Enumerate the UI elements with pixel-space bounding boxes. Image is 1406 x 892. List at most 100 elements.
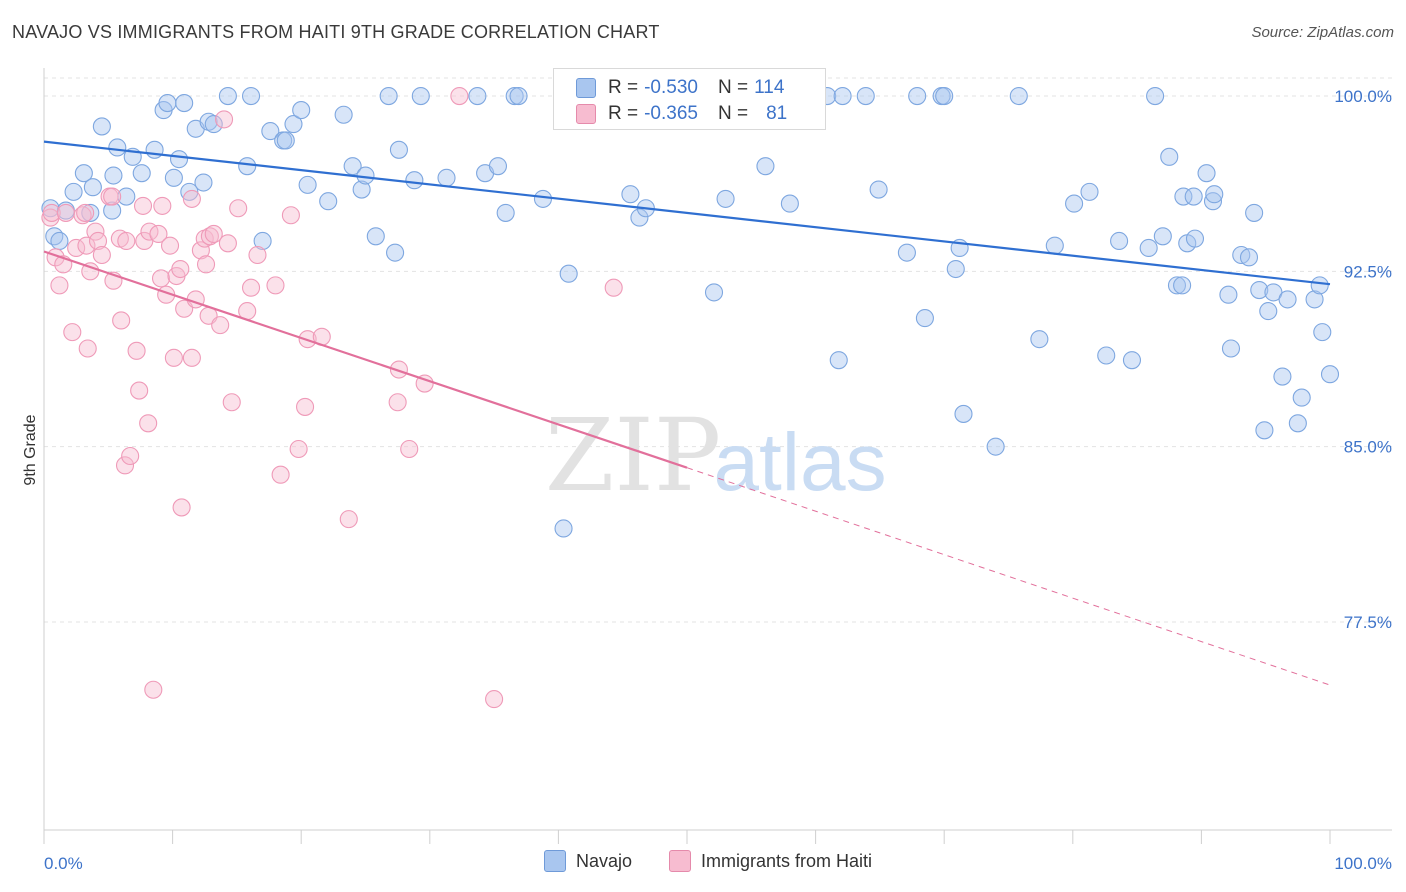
axes <box>43 68 1392 844</box>
navajo-point <box>1197 164 1216 183</box>
navajo-point <box>488 157 508 176</box>
n-value: 81 <box>766 103 788 124</box>
navajo-point <box>352 180 371 199</box>
x-tick-label: 100.0% <box>1334 854 1392 873</box>
navajo-point <box>1167 276 1187 295</box>
navajo-point <box>437 168 456 187</box>
haiti-point <box>191 241 210 260</box>
haiti-point <box>450 86 469 106</box>
haiti-point <box>182 348 201 367</box>
navajo-point <box>218 86 237 106</box>
navajo-point <box>64 182 83 201</box>
haiti-point <box>115 456 135 475</box>
haiti-point <box>130 381 149 400</box>
haiti-trend-extension <box>686 467 1331 686</box>
haiti-point <box>81 262 100 281</box>
haiti-point <box>164 348 183 367</box>
navajo-point <box>505 86 524 106</box>
navajo-point <box>1273 367 1292 386</box>
haiti-point <box>266 276 285 295</box>
navajo-point <box>559 264 578 283</box>
navajo-point <box>897 243 916 262</box>
haiti-point <box>127 341 146 360</box>
stats-legend: R = -0.530 N = 114 R = -0.365 N = 81 <box>553 68 826 130</box>
navajo-point <box>92 117 111 136</box>
haiti-point <box>112 311 131 330</box>
navajo-point <box>1305 290 1324 309</box>
navajo-point <box>915 309 934 328</box>
navajo-swatch <box>576 78 596 98</box>
y-tick-label: 85.0% <box>1344 438 1392 457</box>
navajo-point <box>1097 346 1116 365</box>
navajo-point <box>83 178 102 197</box>
navajo-point <box>405 171 424 190</box>
haiti-point <box>117 231 136 251</box>
watermark: ZIP atlas <box>545 397 887 514</box>
haiti-point <box>339 510 358 529</box>
x-tick-label: 0.0% <box>44 854 83 873</box>
trend-lines <box>43 140 1331 686</box>
navajo-point <box>946 259 965 279</box>
haiti-point <box>211 316 230 335</box>
haiti-point <box>222 393 241 412</box>
legend-item-navajo[interactable]: Navajo <box>544 850 632 872</box>
haiti-point <box>139 414 158 433</box>
navajo-point <box>411 86 430 106</box>
haiti-point <box>151 269 171 288</box>
navajo-point <box>756 157 775 176</box>
source-label: Source: ZipAtlas.com <box>1251 24 1394 41</box>
navajo-point <box>780 194 799 213</box>
haiti-legend-swatch <box>669 850 691 872</box>
n-label: N = <box>717 77 749 98</box>
navajo-point <box>908 86 927 106</box>
haiti-point <box>229 199 248 218</box>
navajo-point <box>1174 187 1193 206</box>
haiti-point <box>92 245 111 265</box>
navajo-point <box>158 94 177 113</box>
haiti-swatch <box>576 104 596 124</box>
navajo-point <box>204 115 223 134</box>
stats-row-navajo: R = -0.530 N = 114 <box>576 77 784 99</box>
haiti-trend-line <box>43 250 688 469</box>
navajo-point <box>1278 290 1297 309</box>
y-tick-label: 77.5% <box>1344 613 1392 632</box>
navajo-point <box>1009 86 1028 106</box>
y-axis-label: 9th Grade <box>22 414 39 485</box>
haiti-point <box>218 234 237 253</box>
navajo-trend-line <box>43 140 1331 286</box>
haiti-point <box>133 196 153 215</box>
navajo-point <box>833 86 852 106</box>
navajo-point <box>298 175 317 194</box>
navajo-point <box>1110 231 1129 251</box>
navajo-point <box>1239 248 1259 267</box>
navajo-point <box>1313 323 1332 342</box>
haiti-point <box>50 276 69 295</box>
r-label: R = <box>608 103 639 124</box>
navajo-point <box>108 138 127 157</box>
haiti-point <box>389 360 408 379</box>
legend-item-haiti[interactable]: Immigrants from Haiti <box>669 850 872 872</box>
navajo-point <box>1245 203 1264 222</box>
navajo-point <box>1184 187 1203 206</box>
navajo-point <box>856 86 875 106</box>
haiti-point <box>78 339 97 358</box>
navajo-point <box>379 86 398 106</box>
navajo-point <box>1139 238 1158 258</box>
navajo-point <box>1122 351 1142 370</box>
haiti-point <box>388 393 407 412</box>
y-tick-label: 100.0% <box>1334 87 1392 106</box>
watermark-atlas: atlas <box>713 417 886 508</box>
navajo-point <box>103 201 122 220</box>
navajo-point <box>284 115 303 134</box>
navajo-point <box>935 86 954 106</box>
haiti-point <box>103 187 122 206</box>
haiti-point <box>196 255 216 274</box>
navajo-point <box>253 231 272 251</box>
navajo-point <box>554 519 573 538</box>
navajo-point <box>389 140 408 159</box>
navajo-point <box>1146 86 1165 106</box>
haiti-point <box>56 203 75 222</box>
navajo-point <box>1259 302 1278 321</box>
haiti-point <box>77 236 96 255</box>
haiti-point <box>214 110 234 129</box>
